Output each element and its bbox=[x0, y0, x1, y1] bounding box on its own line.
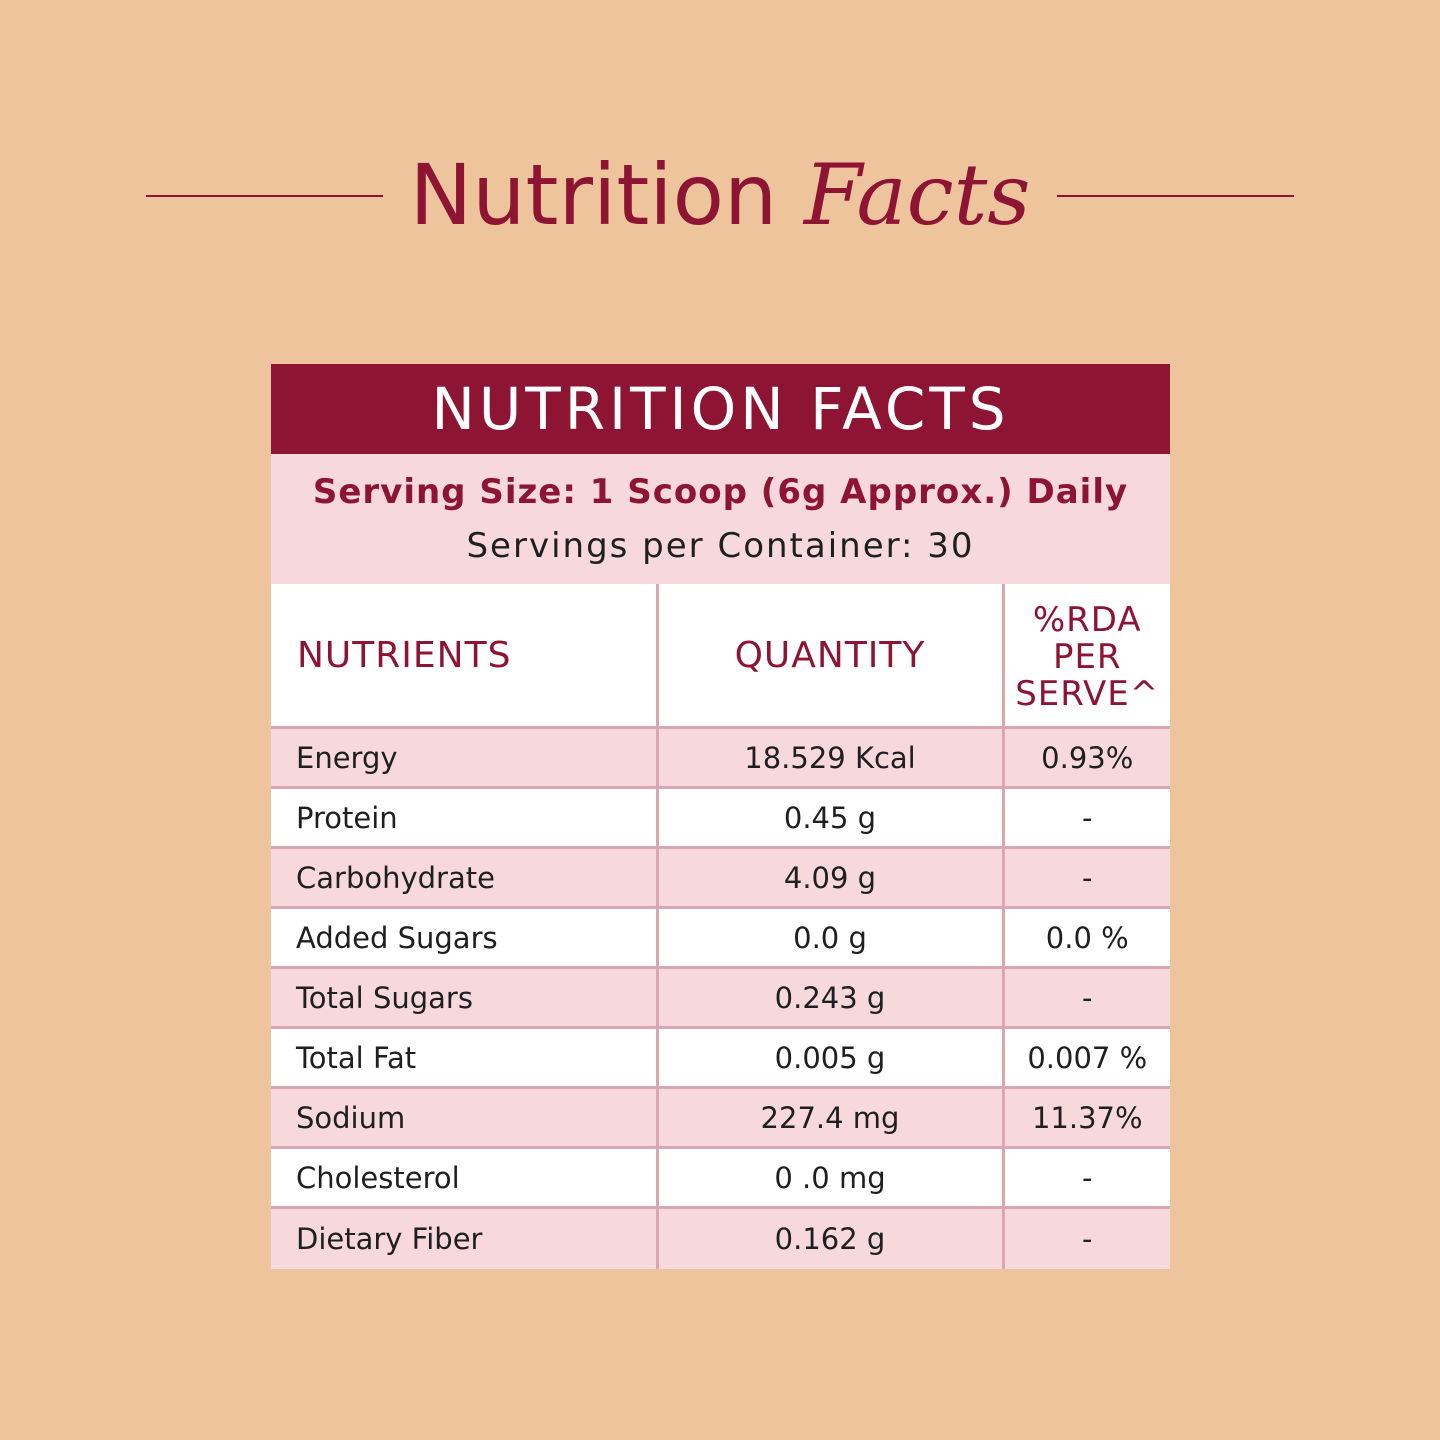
table-row: Cholesterol 0 .0 mg - bbox=[271, 1147, 1170, 1209]
hero-title-word-2: Facts bbox=[803, 146, 1031, 244]
hero-heading: Nutrition Facts bbox=[383, 140, 1057, 250]
servings-per-container: Servings per Container: 30 bbox=[466, 526, 975, 566]
nutrient-name: Carbohydrate bbox=[271, 847, 659, 909]
nutrient-name: Total Fat bbox=[271, 1027, 659, 1089]
nutrient-name: Cholesterol bbox=[271, 1147, 659, 1209]
nutrient-rda: - bbox=[1003, 787, 1170, 849]
nutrient-quantity: 4.09 g bbox=[657, 847, 1005, 909]
nutrient-name: Sodium bbox=[271, 1087, 659, 1149]
hero-title: Nutrition Facts bbox=[0, 140, 1440, 250]
nutrient-rda: - bbox=[1003, 967, 1170, 1029]
table-row: Total Sugars 0.243 g - bbox=[271, 967, 1170, 1029]
hero-right-rule bbox=[1057, 195, 1294, 197]
nutrient-quantity: 18.529 Kcal bbox=[657, 727, 1005, 789]
table-header-row: NUTRIENTS QUANTITY %RDA PER SERVE^ bbox=[271, 584, 1170, 729]
nutrient-quantity: 0.45 g bbox=[657, 787, 1005, 849]
table-row: Energy 18.529 Kcal 0.93% bbox=[271, 727, 1170, 789]
nutrient-quantity: 0.0 g bbox=[657, 907, 1005, 969]
rda-header-line-2: PER bbox=[1052, 636, 1122, 677]
table-row: Protein 0.45 g - bbox=[271, 787, 1170, 849]
nutrient-quantity: 0.243 g bbox=[657, 967, 1005, 1029]
nutrient-quantity: 0.162 g bbox=[657, 1207, 1005, 1269]
nutrient-rda: - bbox=[1003, 1147, 1170, 1209]
rda-header-line-3: SERVE^ bbox=[1015, 673, 1160, 714]
nutrient-rda: - bbox=[1003, 847, 1170, 909]
table-row: Dietary Fiber 0.162 g - bbox=[271, 1207, 1170, 1269]
nutrient-name: Added Sugars bbox=[271, 907, 659, 969]
nutrient-name: Total Sugars bbox=[271, 967, 659, 1029]
table-row: Sodium 227.4 mg 11.37% bbox=[271, 1087, 1170, 1149]
nutrient-name: Dietary Fiber bbox=[271, 1207, 659, 1269]
hero-left-rule bbox=[146, 195, 383, 197]
nutrition-table: NUTRIENTS QUANTITY %RDA PER SERVE^ Energ… bbox=[271, 584, 1170, 1269]
table-row: Total Fat 0.005 g 0.007 % bbox=[271, 1027, 1170, 1089]
rda-header-line-1: %RDA bbox=[1032, 599, 1142, 640]
nutrient-name: Protein bbox=[271, 787, 659, 849]
nutrient-rda: - bbox=[1003, 1207, 1170, 1269]
panel-header: NUTRITION FACTS bbox=[271, 364, 1170, 454]
column-header-rda: %RDA PER SERVE^ bbox=[1003, 584, 1170, 729]
column-header-nutrients: NUTRIENTS bbox=[271, 584, 659, 729]
serving-info: Serving Size: 1 Scoop (6g Approx.) Daily… bbox=[271, 454, 1170, 584]
nutrient-rda: 0.007 % bbox=[1003, 1027, 1170, 1089]
nutrient-name: Energy bbox=[271, 727, 659, 789]
table-row: Carbohydrate 4.09 g - bbox=[271, 847, 1170, 909]
serving-size: Serving Size: 1 Scoop (6g Approx.) Daily bbox=[312, 472, 1129, 512]
nutrient-quantity: 227.4 mg bbox=[657, 1087, 1005, 1149]
table-row: Added Sugars 0.0 g 0.0 % bbox=[271, 907, 1170, 969]
nutrient-rda: 0.93% bbox=[1003, 727, 1170, 789]
nutrient-quantity: 0.005 g bbox=[657, 1027, 1005, 1089]
nutrient-rda: 0.0 % bbox=[1003, 907, 1170, 969]
column-header-quantity: QUANTITY bbox=[657, 584, 1005, 729]
nutrient-rda: 11.37% bbox=[1003, 1087, 1170, 1149]
nutrient-quantity: 0 .0 mg bbox=[657, 1147, 1005, 1209]
hero-title-word-1: Nutrition bbox=[409, 146, 778, 244]
nutrition-panel: NUTRITION FACTS Serving Size: 1 Scoop (6… bbox=[271, 364, 1170, 1269]
